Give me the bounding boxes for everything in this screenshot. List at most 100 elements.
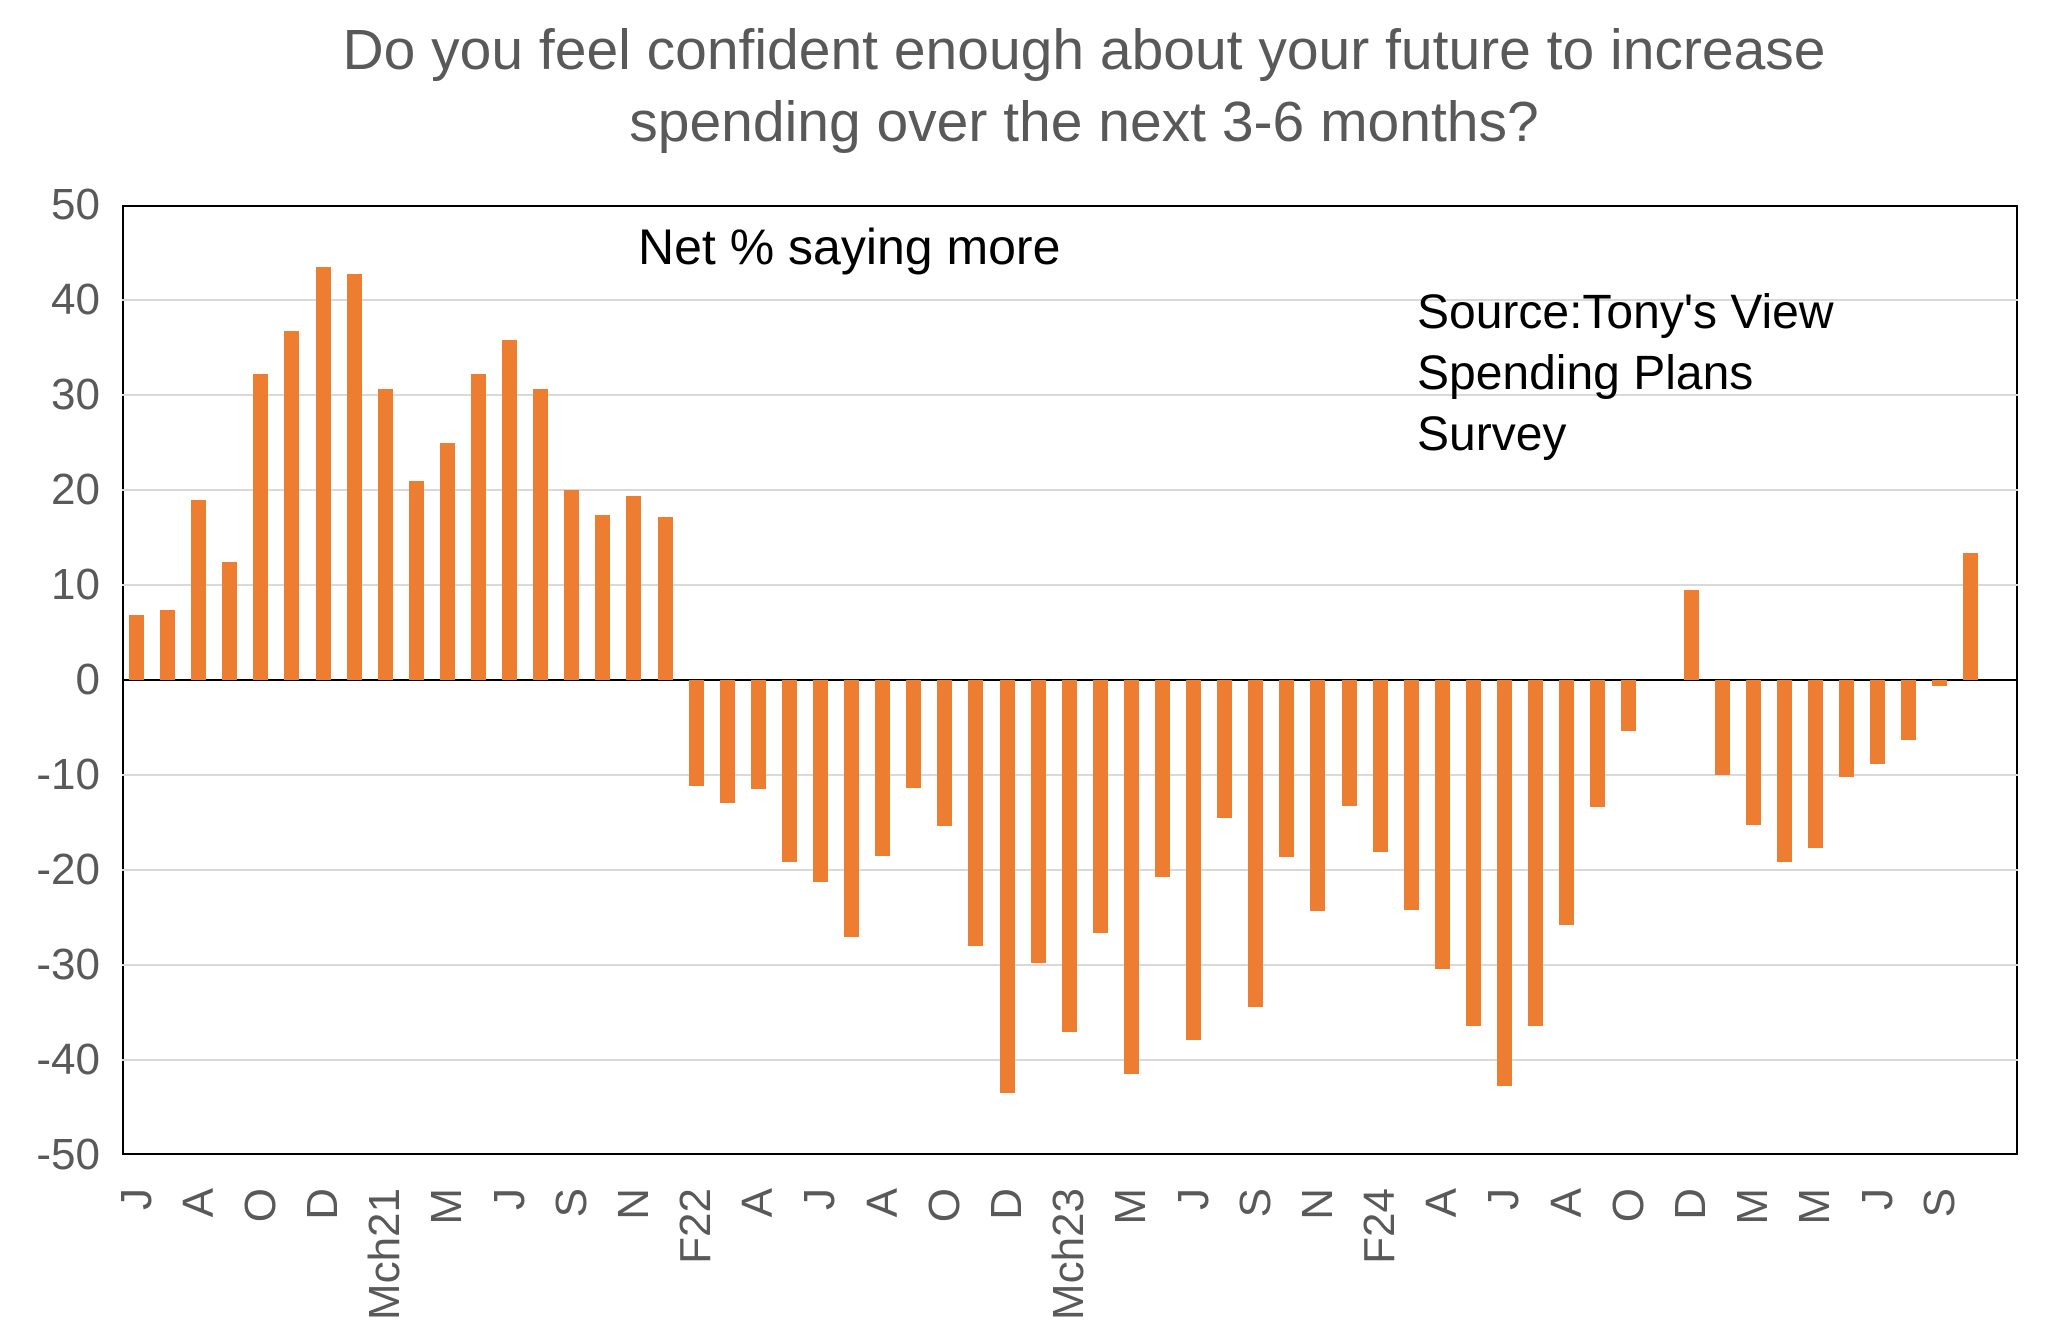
y-axis-label: 40 xyxy=(51,275,100,324)
bar xyxy=(1403,680,1419,910)
bar xyxy=(1061,680,1077,1033)
x-axis-label: O xyxy=(1603,1188,1653,1223)
x-axis-label: M xyxy=(1728,1188,1778,1225)
bar xyxy=(1870,680,1886,764)
y-axis-label: -30 xyxy=(36,940,100,989)
gridline xyxy=(122,1059,2018,1061)
bar xyxy=(1341,680,1357,807)
bar xyxy=(1714,680,1730,775)
x-axis-label: S xyxy=(546,1188,596,1218)
y-axis-label: 30 xyxy=(51,370,100,419)
bar xyxy=(844,680,860,937)
bar xyxy=(688,680,704,787)
bar xyxy=(1528,680,1544,1026)
bar xyxy=(1745,680,1761,826)
bar xyxy=(564,490,580,680)
bar xyxy=(1217,680,1233,818)
x-axis-label: J xyxy=(1168,1188,1218,1210)
bar xyxy=(1932,680,1948,686)
bar xyxy=(1683,589,1699,680)
gridline xyxy=(122,584,2018,586)
gridline xyxy=(122,394,2018,396)
x-axis-label: N xyxy=(608,1188,658,1220)
bar xyxy=(999,680,1015,1094)
bar xyxy=(719,680,735,803)
x-axis-label: D xyxy=(298,1188,348,1220)
bar xyxy=(439,442,455,680)
x-axis-label: M xyxy=(1790,1188,1840,1225)
bar xyxy=(1030,680,1046,964)
bar xyxy=(1901,680,1917,740)
x-axis-label: J xyxy=(111,1188,161,1210)
chart-title: Do you feel confident enough about your … xyxy=(342,18,1826,154)
x-axis-label: J xyxy=(484,1188,534,1210)
y-axis-label: 20 xyxy=(51,465,100,514)
x-axis-label: A xyxy=(857,1188,907,1218)
y-axis-label: -10 xyxy=(36,750,100,799)
y-axis-label: -40 xyxy=(36,1035,100,1084)
y-axis-label: 50 xyxy=(51,180,100,229)
bar xyxy=(1279,680,1295,857)
bar xyxy=(222,562,238,680)
x-axis-label: A xyxy=(1417,1188,1467,1218)
gridline xyxy=(122,489,2018,491)
bar xyxy=(750,680,766,790)
bar xyxy=(253,374,269,680)
bar xyxy=(160,609,176,680)
x-axis-label: J xyxy=(1479,1188,1529,1210)
bar xyxy=(812,680,828,883)
bar xyxy=(129,615,144,680)
x-axis-label: M xyxy=(1106,1188,1156,1225)
bar xyxy=(1559,680,1575,926)
bar xyxy=(1372,680,1388,852)
net-percent-annotation: Net % saying more xyxy=(638,219,1061,275)
bar xyxy=(1123,680,1139,1075)
bar xyxy=(1807,680,1823,849)
bar xyxy=(968,680,984,946)
x-axis-label: A xyxy=(733,1188,783,1218)
bar xyxy=(1248,680,1264,1007)
x-axis-label: J xyxy=(1852,1188,1902,1210)
bar xyxy=(191,499,207,680)
x-axis-label: D xyxy=(1666,1188,1715,1220)
bar xyxy=(315,266,331,680)
bar xyxy=(1465,680,1481,1026)
bar xyxy=(626,495,642,680)
bar xyxy=(346,274,362,680)
bar xyxy=(1838,680,1854,777)
bar xyxy=(533,389,549,680)
x-axis-label: J xyxy=(795,1188,845,1210)
bar xyxy=(502,339,518,680)
x-axis-label: S xyxy=(1230,1188,1280,1218)
y-axis-label: 10 xyxy=(51,560,100,609)
bar xyxy=(1963,552,1979,680)
bar xyxy=(1434,680,1450,969)
bar xyxy=(1186,680,1202,1041)
source-note: Source:Tony's View Spending Plans Survey xyxy=(1417,286,1834,461)
bar xyxy=(875,680,891,856)
y-axis-label: -50 xyxy=(36,1130,100,1179)
x-axis-label: D xyxy=(982,1188,1032,1220)
bar xyxy=(470,374,486,680)
bar xyxy=(1776,680,1792,863)
x-axis-label: O xyxy=(919,1188,969,1223)
bar xyxy=(657,516,673,680)
x-axis-label: M xyxy=(422,1188,472,1225)
bar xyxy=(1092,680,1108,933)
bar xyxy=(1496,680,1512,1086)
bar xyxy=(408,480,424,680)
bar xyxy=(1154,680,1170,877)
bar xyxy=(906,680,922,789)
bar xyxy=(937,680,953,827)
y-axis-label: -20 xyxy=(36,845,100,894)
bar xyxy=(284,331,300,680)
x-axis-label: N xyxy=(1292,1188,1342,1220)
gridline xyxy=(122,299,2018,301)
bar xyxy=(781,680,797,863)
y-axis-label: 0 xyxy=(75,655,100,704)
bar xyxy=(1621,680,1637,732)
bar xyxy=(1590,680,1606,808)
x-axis-label: O xyxy=(235,1188,285,1223)
bar xyxy=(1310,680,1326,911)
